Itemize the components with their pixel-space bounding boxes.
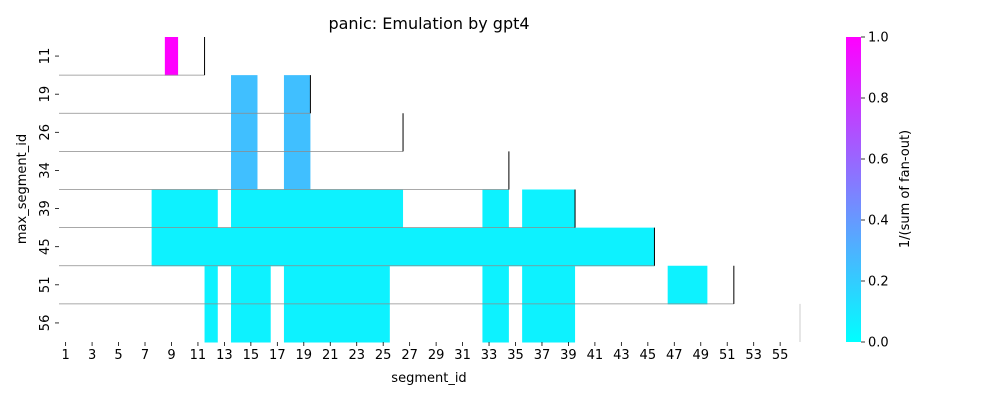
x-tick-label: 43 (613, 348, 630, 363)
y-axis-label: max_segment_id (15, 134, 30, 244)
heatmap-cell (283, 303, 390, 343)
heatmap-cell (164, 37, 179, 76)
y-tick-label: 56 (38, 315, 53, 332)
y-tick-label: 11 (38, 48, 53, 65)
x-tick-label: 29 (428, 348, 445, 363)
x-tick-label: 51 (719, 348, 736, 363)
x-tick-label: 25 (375, 348, 392, 363)
heatmap-cell (231, 265, 271, 305)
x-tick-label: 1 (61, 348, 69, 363)
heatmap-cell (231, 189, 404, 229)
chart-title: panic: Emulation by gpt4 (328, 14, 529, 33)
x-tick-label: 45 (640, 348, 657, 363)
y-tick-label: 19 (38, 86, 53, 103)
y-tick-label: 45 (38, 238, 53, 255)
y-tick-label: 39 (38, 200, 53, 217)
x-tick-label: 39 (560, 348, 577, 363)
heatmap-cell (151, 189, 218, 229)
x-tick-label: 13 (216, 348, 233, 363)
colorbar-tick-label: 0.0 (868, 336, 889, 351)
heatmap-cell (283, 151, 311, 191)
x-tick-label: 3 (88, 348, 96, 363)
x-tick-label: 19 (296, 348, 313, 363)
heatmap-cell (231, 75, 258, 114)
heatmap-cell (522, 189, 576, 229)
heatmap-cell (482, 265, 509, 305)
x-tick-label: 9 (167, 348, 175, 363)
heatmap-cell (231, 113, 258, 152)
heatmap-cell (231, 151, 258, 191)
y-axis-ticks: 11 19 26 34 39 45 51 56 (38, 48, 59, 331)
heatmap-cell (204, 265, 218, 305)
y-tick-label: 26 (38, 124, 53, 141)
colorbar-label: 1/(sum of fan-out) (898, 130, 913, 248)
x-tick-label: 35 (507, 348, 524, 363)
x-tick-label: 17 (269, 348, 286, 363)
heatmap-cell (482, 303, 509, 343)
x-tick-label: 23 (348, 348, 365, 363)
x-tick-label: 47 (666, 348, 683, 363)
x-tick-label: 31 (454, 348, 471, 363)
x-tick-label: 15 (243, 348, 260, 363)
x-tick-label: 41 (587, 348, 604, 363)
x-axis-ticks: 1 3 5 7 9 11 13 15 17 19 21 23 25 27 29 31 33 35 37 39 41 43 4… (61, 342, 788, 363)
heatmap-cell (231, 303, 271, 343)
colorbar-ticks: 0.0 0.2 0.4 0.6 0.8 1.0 (861, 31, 889, 351)
y-tick-label: 34 (38, 162, 53, 179)
colorbar (846, 37, 861, 342)
heatmap-cell (151, 227, 655, 267)
colorbar-tick-label: 0.4 (868, 214, 889, 229)
x-axis-label: segment_id (391, 371, 466, 386)
colorbar-tick-label: 0.8 (868, 92, 889, 107)
x-tick-label: 11 (190, 348, 207, 363)
heatmap-cell (283, 265, 390, 305)
x-tick-label: 55 (772, 348, 789, 363)
x-tick-label: 33 (481, 348, 498, 363)
heatmap-cells (151, 37, 708, 343)
heatmap-cell (482, 189, 509, 229)
heatmap-cell (522, 303, 576, 343)
row-boundaries (59, 37, 801, 342)
colorbar-tick-label: 0.6 (868, 153, 889, 168)
colorbar-tick-label: 0.2 (868, 275, 889, 290)
x-tick-label: 37 (534, 348, 551, 363)
x-tick-label: 27 (401, 348, 418, 363)
heatmap-cell (667, 265, 708, 305)
heatmap-cell (283, 75, 311, 114)
x-tick-label: 7 (141, 348, 149, 363)
x-tick-label: 49 (692, 348, 709, 363)
y-tick-label: 51 (38, 277, 53, 294)
x-tick-label: 21 (322, 348, 339, 363)
heatmap-cell (522, 265, 576, 305)
x-tick-label: 53 (745, 348, 762, 363)
heatmap-cell (283, 113, 311, 152)
x-tick-label: 5 (114, 348, 122, 363)
colorbar-tick-label: 1.0 (868, 31, 889, 46)
heatmap-cell (204, 303, 218, 343)
